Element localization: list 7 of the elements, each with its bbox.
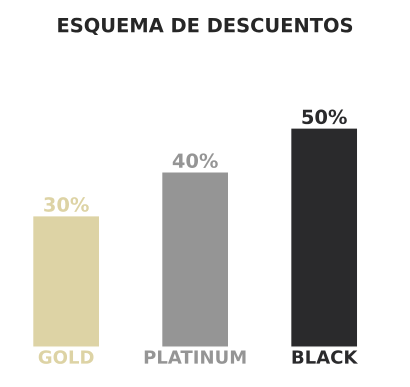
data-label: 30% xyxy=(44,197,89,212)
x-tick-label: BLACK xyxy=(292,350,358,364)
data-label: 50% xyxy=(302,109,347,124)
x-tick-label: PLATINUM xyxy=(144,350,246,364)
chart-title: ESQUEMA DE DESCUENTOS xyxy=(58,18,352,36)
data-label: 40% xyxy=(172,153,218,168)
x-tick-label: GOLD xyxy=(38,350,94,364)
